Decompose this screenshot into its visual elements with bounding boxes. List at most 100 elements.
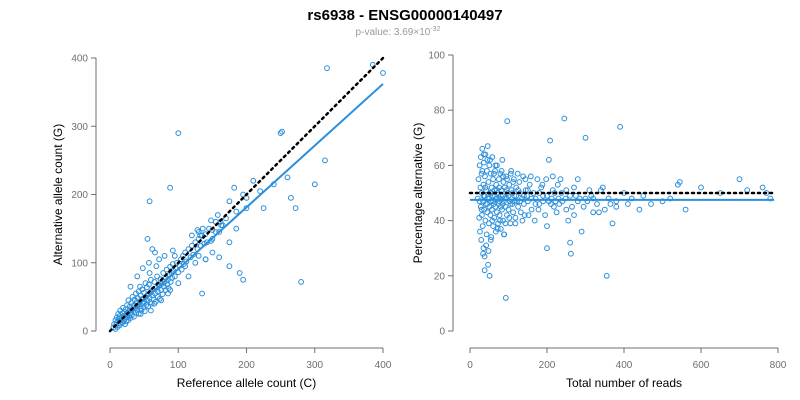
- left-data-point: [216, 254, 223, 261]
- right-data-point: [514, 170, 521, 177]
- right-data-point: [476, 162, 483, 169]
- right-data-point: [682, 206, 689, 213]
- left-data-point: [311, 181, 318, 188]
- right-data-point: [479, 212, 485, 219]
- right-data-point: [594, 201, 600, 207]
- left-fit-line: [112, 83, 384, 329]
- right-data-point: [478, 206, 485, 213]
- right-data-point: [510, 209, 516, 216]
- right-data-point: [504, 176, 510, 183]
- right-data-point: [613, 203, 620, 210]
- right-data-point: [479, 223, 486, 230]
- left-data-point: [216, 229, 223, 235]
- left-data-point: [142, 280, 149, 287]
- right-data-point: [532, 195, 539, 202]
- right-data-point: [574, 176, 581, 183]
- right-data-point: [482, 173, 488, 180]
- right-data-point: [499, 206, 505, 213]
- left-data-point: [154, 288, 161, 295]
- right-data-point: [528, 206, 535, 213]
- left-x-tick-label: 100: [170, 360, 187, 371]
- right-data-point: [510, 179, 516, 185]
- left-data-point: [146, 259, 152, 266]
- right-data-point: [490, 223, 497, 230]
- right-data-point: [483, 231, 490, 238]
- right-data-point: [487, 212, 494, 219]
- right-data-point: [494, 226, 501, 232]
- left-data-point: [167, 184, 174, 191]
- right-data-point: [538, 184, 545, 191]
- left-data-point: [226, 198, 233, 205]
- right-data-point: [488, 234, 495, 241]
- right-data-point: [526, 181, 533, 188]
- right-data-point: [535, 206, 542, 213]
- right-data-point: [551, 203, 557, 210]
- right-data-point: [554, 181, 561, 188]
- left-data-point: [197, 232, 204, 239]
- right-data-point: [527, 173, 534, 180]
- left-y-tick-label: 300: [71, 122, 88, 133]
- right-y-tick-label: 20: [434, 271, 446, 282]
- left-data-point: [209, 249, 216, 256]
- right-data-point: [493, 181, 500, 188]
- right-x-tick-label: 0: [467, 360, 473, 371]
- right-data-point: [532, 201, 539, 207]
- right-data-point: [501, 231, 507, 238]
- right-data-point: [578, 228, 585, 235]
- right-x-axis-label: Total number of reads: [566, 376, 682, 390]
- right-data-point: [536, 201, 543, 207]
- right-data-point: [477, 184, 484, 191]
- right-data-point: [477, 203, 484, 210]
- left-data-point: [226, 263, 233, 270]
- left-data-point: [122, 321, 128, 328]
- left-data-point: [233, 225, 240, 232]
- right-data-point: [500, 179, 507, 185]
- right-data-point: [517, 209, 524, 216]
- right-y-tick-label: 0: [439, 327, 445, 338]
- right-data-point: [484, 157, 491, 163]
- right-y-tick-label: 60: [434, 161, 446, 172]
- subtitle-exponent: -32: [430, 26, 440, 33]
- right-data-point: [528, 195, 535, 202]
- right-data-point: [569, 203, 575, 210]
- right-data-point: [667, 195, 674, 202]
- right-data-point: [534, 176, 541, 183]
- left-data-point: [226, 239, 233, 246]
- right-data-point: [759, 184, 766, 191]
- right-data-point: [601, 206, 608, 213]
- chart-subtitle: p-value: 3.69×10-32: [356, 26, 441, 38]
- right-data-point: [603, 272, 610, 279]
- left-data-point: [209, 236, 216, 242]
- left-data-point: [137, 283, 143, 290]
- right-data-point: [596, 209, 602, 216]
- left-data-point: [250, 177, 257, 184]
- left-data-point: [279, 128, 285, 135]
- right-data-point: [502, 203, 509, 210]
- right-data-point: [521, 201, 527, 207]
- right-data-point: [648, 201, 654, 207]
- right-data-point: [497, 217, 503, 224]
- right-data-point: [590, 195, 597, 202]
- left-data-point: [146, 270, 153, 276]
- left-x-tick-label: 200: [238, 360, 255, 371]
- left-data-point: [277, 130, 284, 137]
- left-data-point: [148, 307, 154, 314]
- left-data-point: [156, 256, 163, 263]
- right-data-point: [499, 201, 506, 207]
- left-data-point: [189, 232, 195, 239]
- left-x-axis-label: Reference allele count (C): [177, 376, 316, 390]
- right-data-point: [500, 173, 507, 180]
- right-data-point: [506, 214, 513, 221]
- left-data-point: [190, 251, 197, 258]
- right-data-point: [580, 203, 587, 210]
- right-data-point: [599, 184, 606, 191]
- right-data-point: [481, 253, 488, 260]
- left-data-point: [231, 184, 238, 191]
- left-data-point: [151, 300, 158, 307]
- right-data-point: [571, 212, 577, 219]
- right-data-point: [489, 217, 496, 224]
- left-data-point: [236, 270, 243, 276]
- right-data-point: [497, 226, 504, 232]
- right-data-point: [486, 195, 493, 202]
